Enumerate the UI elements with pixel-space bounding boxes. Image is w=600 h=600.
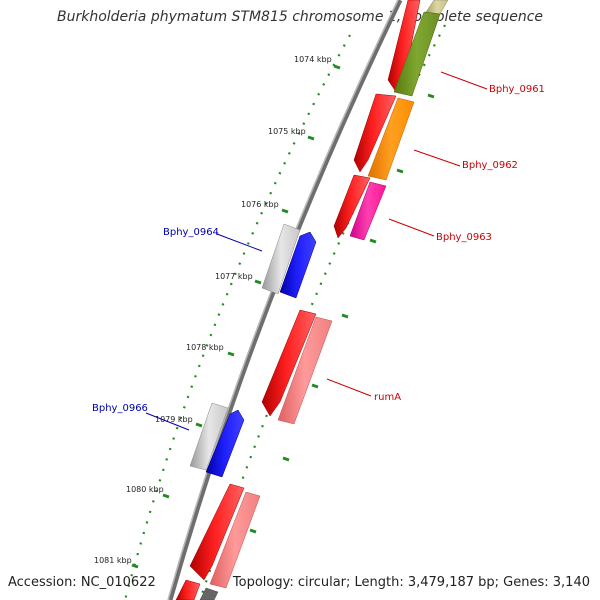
cds-feature[interactable] (333, 174, 371, 239)
label-Bphy_0962[interactable]: Bphy_0962 (413, 149, 518, 171)
gene-feature[interactable] (199, 587, 219, 600)
svg-text:rumA[interactable]: rumA (374, 392, 401, 403)
tick-label-1081: 1081 kbp (94, 556, 132, 565)
gene-feature[interactable] (425, 0, 449, 15)
svg-text:Bphy_0964[interactable]: Bphy_0964 (163, 227, 219, 238)
cds-feature[interactable] (189, 483, 245, 581)
tick-label-1079: 1079 kbp (155, 415, 193, 424)
tick-label-1078: 1078 kbp (186, 343, 224, 352)
cds-feature-rumA[interactable] (261, 309, 317, 417)
label-Bphy_0963[interactable]: Bphy_0963 (388, 218, 492, 243)
tick-label-1077: 1077 kbp (215, 272, 253, 281)
cds-feature-Bphy_0966[interactable] (205, 409, 245, 478)
gene-feature-Bphy_0966[interactable] (189, 402, 229, 471)
gene-feature-Bphy_0961[interactable] (393, 11, 441, 97)
gene-feature-Bphy_0963[interactable] (349, 181, 387, 241)
tick-label-1075: 1075 kbp (268, 127, 306, 136)
accession-text: Accession: NC_010622 (8, 575, 156, 590)
sequence-summary-text: Topology: circular; Length: 3,479,187 bp… (232, 575, 590, 590)
label-Bphy_0961[interactable]: Bphy_0961 (440, 71, 545, 95)
cds-feature[interactable] (353, 93, 397, 173)
svg-text:Bphy_0966[interactable]: Bphy_0966 (92, 403, 148, 414)
svg-text:Bphy_0963[interactable]: Bphy_0963 (436, 232, 492, 243)
gene-feature-Bphy_0962[interactable] (367, 97, 415, 181)
gene-feature-rumA[interactable] (277, 316, 333, 425)
cds-feature-Bphy_0964[interactable] (279, 231, 317, 299)
major-ticks (131, 64, 435, 569)
tick-label-1076: 1076 kbp (241, 200, 279, 209)
gene-feature-Bphy_0964[interactable] (261, 223, 301, 295)
chromosome-backbone (167, 0, 403, 600)
gene-feature[interactable] (209, 491, 261, 589)
tick-label-1074: 1074 kbp (294, 55, 332, 64)
tick-label-1080: 1080 kbp (126, 485, 164, 494)
label-rumA[interactable]: rumA (326, 378, 401, 403)
label-Bphy_0964[interactable]: Bphy_0964 (163, 227, 263, 252)
label-Bphy_0966[interactable]: Bphy_0966 (92, 403, 190, 431)
cds-feature[interactable] (175, 579, 201, 600)
svg-text:Bphy_0961[interactable]: Bphy_0961 (489, 84, 545, 95)
svg-text:Bphy_0962[interactable]: Bphy_0962 (462, 160, 518, 171)
